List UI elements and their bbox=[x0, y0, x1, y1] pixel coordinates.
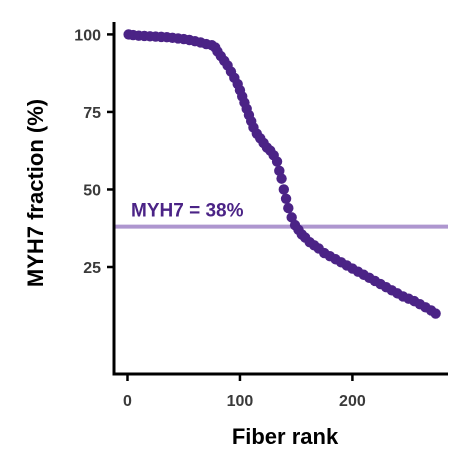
y-tick-label: 100 bbox=[74, 27, 101, 44]
x-tick-label: 200 bbox=[339, 393, 366, 410]
data-point bbox=[271, 156, 283, 167]
data-point bbox=[280, 193, 292, 204]
data-point bbox=[430, 308, 441, 319]
data-point bbox=[276, 173, 287, 184]
y-axis-title: MYH7 fraction (%) bbox=[23, 99, 48, 287]
data-point bbox=[278, 184, 290, 195]
data-point bbox=[283, 202, 294, 214]
data-points bbox=[123, 29, 441, 319]
reference-line-label: MYH7 = 38% bbox=[131, 201, 244, 222]
y-tick-label: 50 bbox=[83, 182, 101, 199]
data-point bbox=[286, 212, 297, 223]
y-tick-label: 25 bbox=[83, 260, 101, 277]
x-tick-label: 0 bbox=[123, 393, 132, 410]
x-tick-label: 100 bbox=[227, 393, 254, 410]
y-tick-label: 75 bbox=[83, 105, 101, 122]
axes: 0 100 200 25 50 75 100 bbox=[74, 22, 448, 410]
x-axis-title: Fiber rank bbox=[232, 424, 339, 449]
